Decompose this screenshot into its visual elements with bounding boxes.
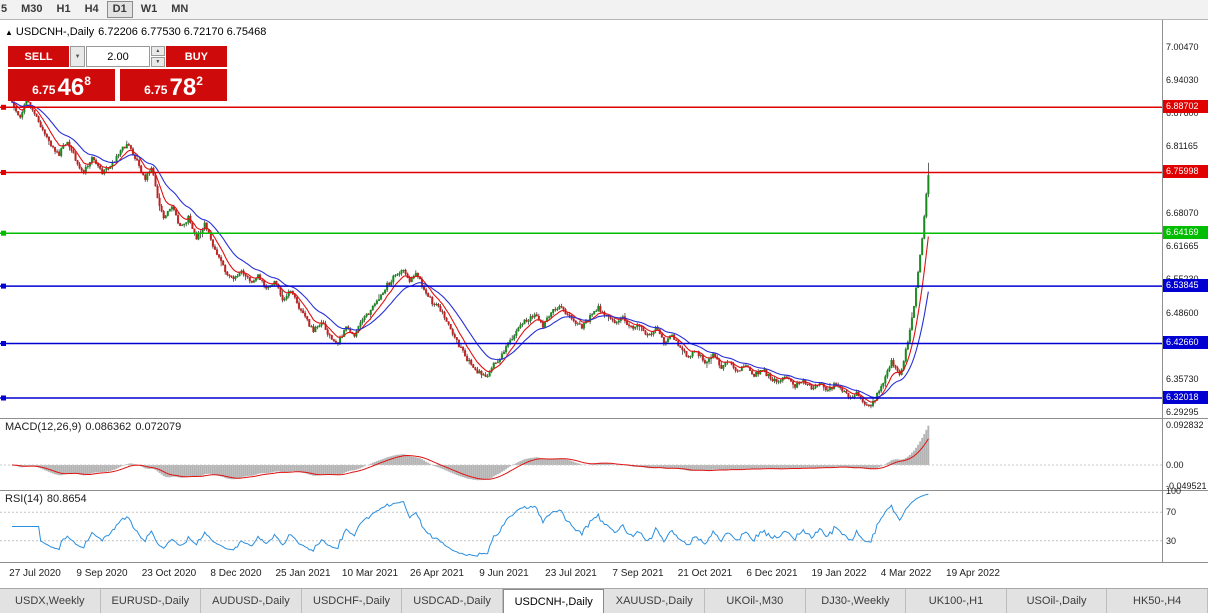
line-handle[interactable]: [1, 395, 6, 401]
macd-signal-value: 0.072079: [135, 421, 182, 433]
sell-price-display[interactable]: 6.75 46 8: [8, 69, 115, 101]
rsi-axis-label: 30: [1166, 535, 1177, 546]
tab-hk50-h4[interactable]: HK50-,H4: [1107, 589, 1208, 613]
tab-uk100-h1[interactable]: UK100-,H1: [906, 589, 1007, 613]
date-label: 23 Oct 2020: [141, 568, 197, 579]
price-axis-label: 6.29295: [1166, 407, 1199, 417]
tab-eurusd-daily[interactable]: EURUSD-,Daily: [100, 589, 202, 613]
date-label: 25 Jan 2021: [275, 568, 331, 579]
volume-stepper: ▲ ▼: [151, 46, 165, 67]
line-handle[interactable]: [1, 283, 6, 289]
period-button-h1[interactable]: H1: [56, 3, 71, 15]
chart-title: ▲ USDCNH-,Daily 6.72206 6.77530 6.72170 6.…: [5, 26, 270, 38]
date-label: 10 Mar 2021: [341, 568, 399, 579]
volume-preset-dropdown[interactable]: ▼: [70, 46, 85, 67]
price-axis-label: 7.00470: [1166, 42, 1199, 52]
chart-ohlc-values: 6.72206 6.77530 6.72170 6.75468: [98, 26, 267, 38]
date-label: 9 Jun 2021: [479, 568, 529, 579]
date-label: 27 Jul 2020: [9, 568, 61, 579]
line-handle[interactable]: [1, 230, 6, 236]
volume-increment-button[interactable]: ▲: [151, 46, 165, 56]
macd-name: MACD(12,26,9): [5, 421, 82, 433]
rsi-value: 80.8654: [46, 493, 87, 505]
date-label: 23 Jul 2021: [545, 568, 597, 579]
price-axis-label: 6.55230: [1166, 274, 1199, 285]
macd-indicator-label: MACD(12,26,9) 0.086362 0.072079: [5, 421, 185, 433]
date-label: 21 Oct 2021: [677, 568, 733, 579]
macd-axis-label: 0.092832: [1166, 420, 1204, 431]
price-line-tag: 6.64169: [1163, 226, 1208, 240]
one-click-trading-panel: SELL ▼ ▲ ▼ BUY 6.75 46 8 6.75 78 2: [8, 46, 227, 101]
buy-price-point: 2: [196, 74, 203, 88]
period-button-5[interactable]: 5: [1, 3, 8, 15]
tab-usdcad-daily[interactable]: USDCAD-,Daily: [402, 589, 503, 613]
tab-ukoil-m30[interactable]: UKOil-,M30: [705, 589, 806, 613]
price-scale: 7.004706.940306.876006.811656.680706.616…: [1163, 20, 1208, 563]
date-label: 19 Apr 2022: [946, 568, 1000, 579]
sell-price-pips: 46: [57, 74, 85, 101]
price-line-tag: 6.88702: [1163, 100, 1208, 114]
rsi-name: RSI(14): [5, 493, 43, 505]
timeframe-toolbar: 5 M30 H1 H4 D1 W1 MN: [0, 0, 1208, 20]
tab-dj30-weekly[interactable]: DJ30-,Weekly: [805, 589, 907, 613]
sell-button[interactable]: SELL: [8, 46, 70, 67]
period-button-h4[interactable]: H4: [84, 3, 99, 15]
sell-price-prefix: 6.75: [32, 83, 56, 97]
date-label: 6 Dec 2021: [746, 568, 798, 579]
candlesticks: [11, 98, 930, 409]
period-button-w1[interactable]: W1: [140, 3, 158, 15]
period-button-m30[interactable]: M30: [21, 3, 43, 15]
volume-decrement-button[interactable]: ▼: [151, 57, 165, 67]
rsi-pane: [0, 493, 1162, 557]
tab-usoil-daily[interactable]: USOil-,Daily: [1006, 589, 1108, 613]
price-axis-label: 6.94030: [1166, 75, 1199, 86]
buy-price-prefix: 6.75: [144, 83, 168, 97]
date-label: 7 Sep 2021: [612, 568, 664, 579]
time-axis: 27 Jul 2020 9 Sep 2020 23 Oct 2020 8 Dec 20…: [0, 563, 1162, 588]
price-line-tag: 6.32018: [1163, 391, 1208, 405]
tab-usdx-weekly[interactable]: USDX,Weekly: [0, 589, 101, 613]
tab-audusd-daily[interactable]: AUDUSD-,Daily: [201, 589, 302, 613]
price-axis-label: 6.81165: [1166, 141, 1198, 151]
tab-xauusd-daily[interactable]: XAUUSD-,Daily: [604, 589, 706, 613]
volume-input[interactable]: [86, 46, 150, 67]
buy-price-pips: 78: [169, 74, 197, 101]
price-line-tag: 6.42660: [1163, 336, 1208, 350]
price-line-tag: 6.75998: [1163, 165, 1208, 179]
date-label: 19 Jan 2022: [811, 568, 867, 579]
buy-price-display[interactable]: 6.75 78 2: [120, 69, 227, 101]
line-handle[interactable]: [1, 341, 6, 346]
rsi-axis-label: 70: [1166, 507, 1177, 518]
sell-price-point: 8: [84, 74, 91, 88]
date-label: 9 Sep 2020: [76, 568, 128, 579]
tab-usdcnh-daily[interactable]: USDCNH-,Daily: [502, 589, 605, 613]
date-label: 26 Apr 2021: [410, 568, 464, 579]
rsi-axis-label: 100: [1166, 486, 1182, 496]
price-axis-label: 6.61665: [1166, 241, 1199, 251]
buy-button[interactable]: BUY: [165, 46, 227, 67]
macd-axis-label: -0.049521: [1166, 481, 1207, 492]
macd-main-value: 0.086362: [85, 421, 132, 433]
chart-symbol-period: USDCNH-,Daily: [15, 26, 95, 38]
date-label: 8 Dec 2020: [210, 568, 262, 579]
rsi-indicator-label: RSI(14) 80.8654: [5, 493, 91, 505]
date-label: 4 Mar 2022: [880, 568, 932, 579]
line-handle[interactable]: [1, 170, 6, 175]
macd-pane: [0, 425, 1162, 481]
chevron-down-icon: ▼: [74, 53, 81, 60]
price-chart-canvas[interactable]: [0, 20, 1208, 563]
period-button-d1[interactable]: D1: [106, 1, 133, 18]
period-button-mn[interactable]: MN: [171, 3, 189, 15]
chart-tabs-bar: USDX,Weekly EURUSD-,Daily AUDUSD-,Daily USD…: [0, 588, 1208, 613]
price-axis-label: 6.48600: [1166, 308, 1199, 318]
macd-axis-label: 0.00: [1166, 460, 1184, 470]
line-handle[interactable]: [1, 104, 6, 110]
tab-usdchf-daily[interactable]: USDCHF-,Daily: [301, 589, 403, 613]
price-axis-label: 6.35730: [1166, 374, 1199, 384]
price-line-tag: 6.53845: [1163, 279, 1208, 293]
collapse-icon[interactable]: ▲: [5, 28, 13, 37]
price-axis-label: 6.68070: [1166, 208, 1199, 219]
